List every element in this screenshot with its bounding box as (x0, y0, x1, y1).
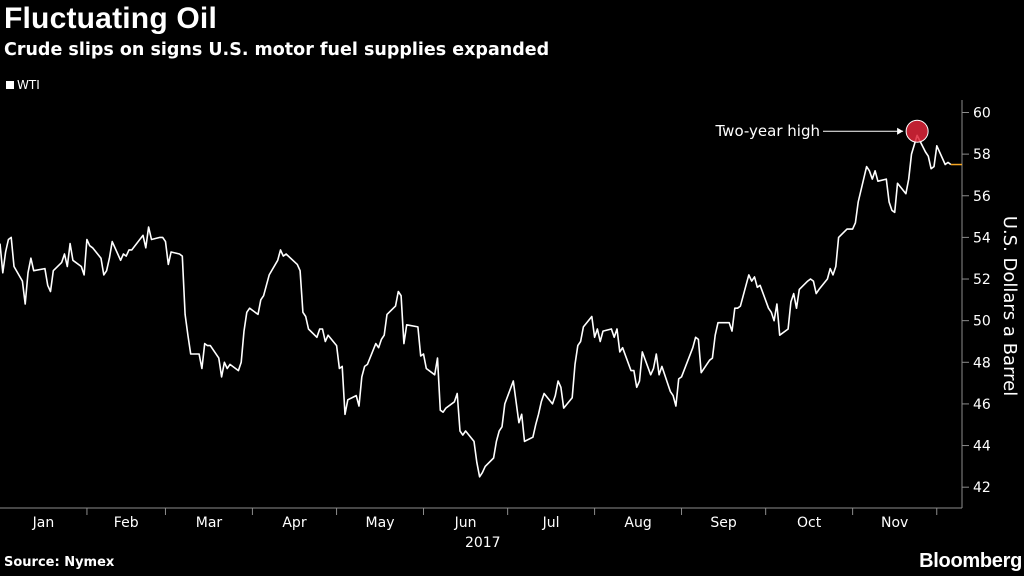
annotation-layer: Two-year high (715, 119, 929, 143)
legend-swatch-wti (6, 81, 14, 89)
legend: WTI (6, 76, 40, 94)
x-tick-label: Apr (282, 515, 306, 531)
x-tick-label: Nov (881, 515, 908, 531)
y-axis: 42 44 46 48 50 52 54 56 58 60 U.S. Dollars a Barre… (961, 100, 1020, 508)
y-tick-label: 60 (973, 105, 991, 121)
x-tick-label: Jun (454, 515, 477, 531)
y-tick-label: 54 (973, 230, 991, 246)
y-tick-label: 48 (973, 355, 991, 371)
x-tick-label: Jan (32, 515, 55, 531)
chart-title: Fluctuating Oil (4, 2, 217, 35)
y-axis-label: U.S. Dollars a Barrel (999, 216, 1020, 396)
chart-subtitle: Crude slips on signs U.S. motor fuel sup… (4, 40, 550, 60)
y-tick-label: 56 (973, 189, 991, 205)
series-layer (0, 134, 962, 478)
source-note: Source: Nymex (4, 555, 115, 570)
x-tick-label: Jul (542, 515, 560, 531)
y-tick-label: 46 (973, 397, 991, 413)
legend-label-wti: WTI (17, 78, 40, 92)
x-axis-label: 2017 (465, 535, 501, 551)
y-tick-label: 44 (973, 439, 991, 455)
highlight-circle (905, 119, 929, 143)
x-tick-label: Feb (114, 515, 139, 531)
x-tick-label: May (366, 515, 395, 531)
series-line-wti (0, 134, 952, 478)
annotation-label: Two-year high (715, 122, 821, 140)
x-axis: Jan Feb Mar Apr May Jun Jul Aug Sep Oct Nov 2017 (0, 507, 962, 551)
brand-logo: Bloomberg (919, 550, 1022, 572)
x-tick-label: Sep (710, 515, 737, 531)
x-tick-label: Oct (797, 515, 822, 531)
y-tick-label: 50 (973, 314, 991, 330)
y-tick-label: 52 (973, 272, 991, 288)
x-tick-label: Mar (196, 515, 223, 531)
annotation-arrowhead (897, 127, 904, 135)
y-tick-label: 42 (973, 480, 991, 496)
y-tick-label: 58 (973, 147, 991, 163)
x-tick-label: Aug (624, 515, 651, 531)
